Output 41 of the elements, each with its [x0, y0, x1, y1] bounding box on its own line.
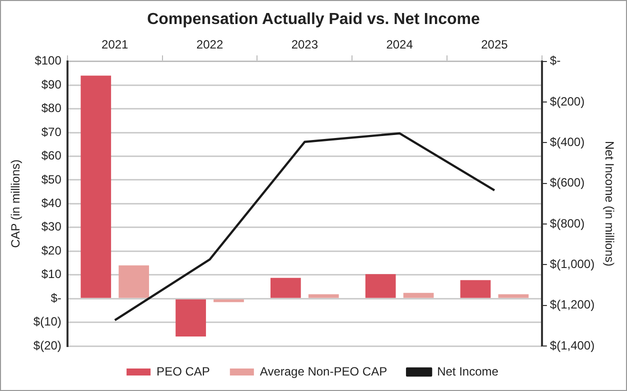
bar — [460, 280, 491, 298]
legend-label: Net Income — [437, 364, 499, 378]
bar — [80, 76, 112, 298]
y-tick-label: $40 — [41, 196, 62, 210]
y-tick-label: $(20) — [33, 338, 62, 352]
x-tick-label: 2023 — [291, 38, 318, 52]
y-tick-label: $20 — [41, 243, 62, 258]
y2-tick-label: $(600) — [550, 176, 585, 190]
bar — [498, 294, 529, 298]
y-tick-label: $80 — [41, 101, 62, 116]
legend-label: PEO CAP — [156, 364, 210, 378]
y-tick-label: $30 — [41, 220, 62, 234]
bar — [403, 292, 434, 298]
bar — [365, 274, 396, 298]
bar — [308, 294, 339, 298]
y2-tick-label: $(400) — [550, 135, 585, 150]
bar — [118, 265, 150, 298]
y2-tick-label: $(200) — [550, 94, 585, 108]
chart-title: Compensation Actually Paid vs. Net Income — [146, 11, 481, 29]
x-tick-label: 2022 — [196, 38, 224, 52]
legend-label: Average Non-PEO CAP — [260, 364, 388, 378]
y2-tick-label: $(1,000) — [550, 257, 595, 271]
y-tick-label: $- — [50, 290, 62, 305]
y-tick-label: $100 — [34, 54, 62, 68]
y-tick-label: $60 — [41, 148, 62, 163]
y2-tick-label: $(1,200) — [550, 298, 595, 312]
y2-tick-label: $(1,400) — [550, 338, 595, 352]
y2-tick-label: $(800) — [550, 216, 585, 230]
y-tick-label: $50 — [41, 172, 62, 186]
y2-tick-label: $- — [550, 54, 561, 68]
y-axis-title: CAP (in millions) — [8, 159, 23, 248]
x-tick-label: 2024 — [386, 38, 414, 52]
y-tick-label: $70 — [41, 124, 62, 139]
y-tick-label: $90 — [41, 77, 62, 92]
bar — [270, 278, 301, 298]
bar — [176, 299, 206, 337]
y-tick-label: $(10) — [33, 314, 62, 329]
y2-axis-title: Net Income (in millions) — [602, 141, 616, 266]
x-tick-label: 2021 — [102, 38, 129, 52]
x-tick-label: 2025 — [481, 38, 508, 52]
y-tick-label: $10 — [41, 267, 62, 282]
